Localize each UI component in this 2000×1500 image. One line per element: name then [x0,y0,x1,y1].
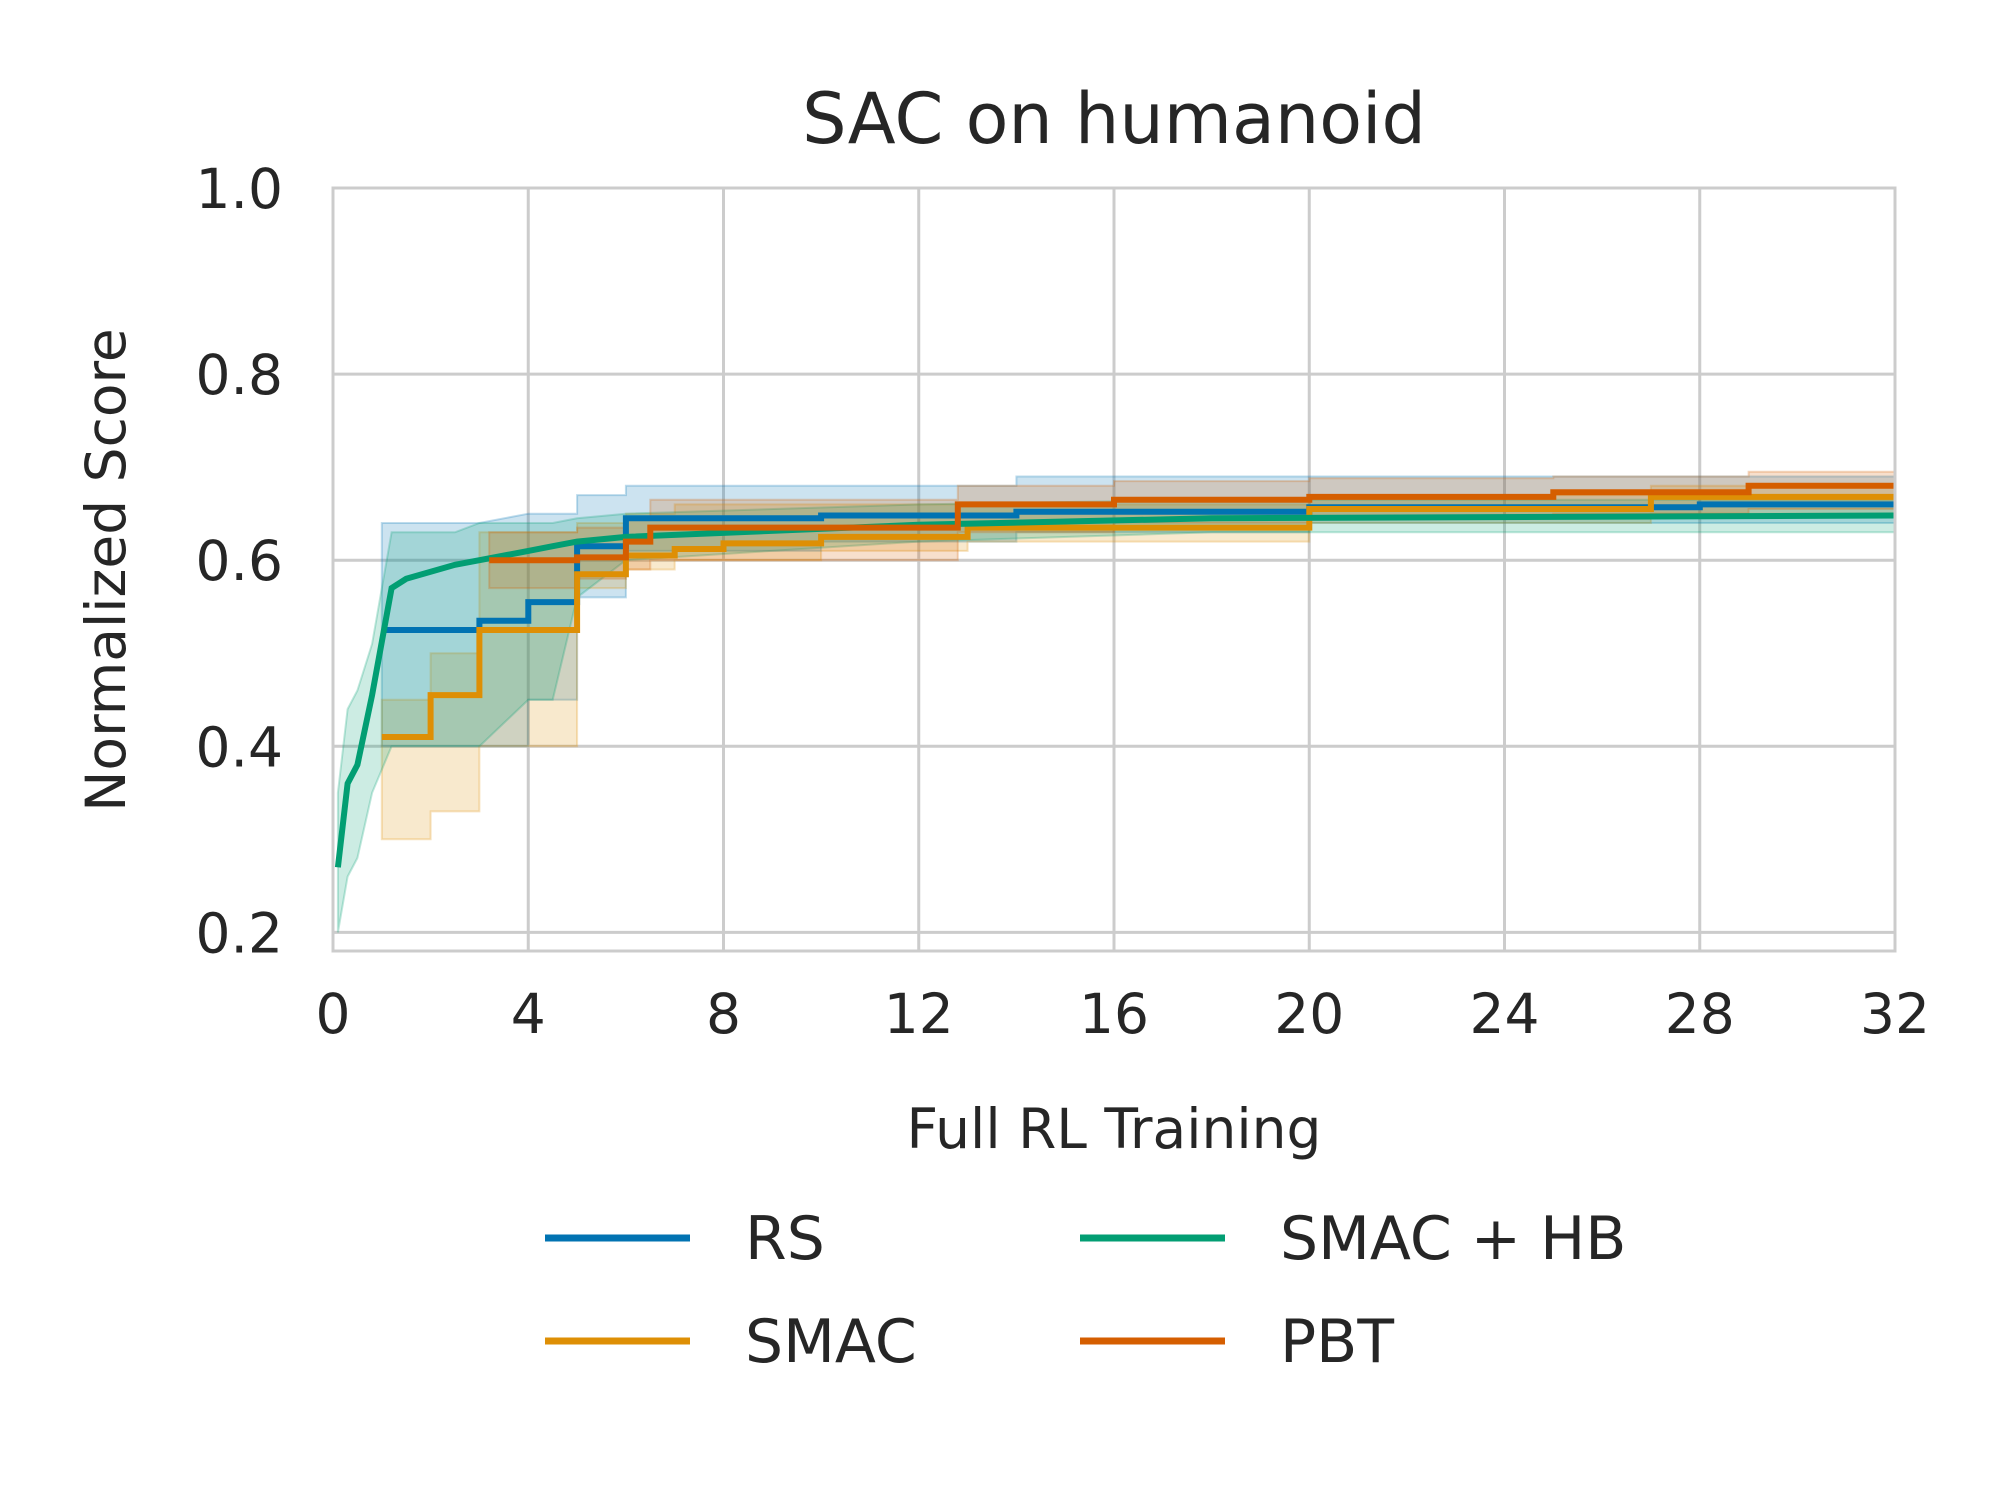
x-tick-label: 24 [1470,982,1540,1046]
x-axis-label: Full RL Training [907,1097,1322,1161]
legend: RS SMAC + HB SMAC PBT [545,1204,1626,1377]
y-tick-label: 0.4 [196,715,283,779]
x-tick-label: 12 [884,982,954,1046]
x-tick-label: 32 [1860,982,1930,1046]
x-tick-label: 8 [706,982,741,1046]
y-axis-label: Normalized Score [74,328,138,811]
series-lines [334,482,1896,868]
legend-label-rs: RS [745,1204,825,1274]
x-tick-label: 28 [1665,982,1735,1046]
x-tick-label: 20 [1274,982,1344,1046]
legend-label-pbt: PBT [1280,1307,1394,1377]
y-tick-label: 0.2 [196,901,283,965]
x-tick-label: 16 [1079,982,1149,1046]
x-tick-labels: 0 4 8 12 16 20 24 28 32 [316,982,1931,1046]
x-tick-label: 4 [511,982,546,1046]
y-tick-label: 1.0 [196,157,283,221]
y-tick-label: 0.8 [196,343,283,407]
line-pbt [489,482,1895,564]
legend-label-smac-hb: SMAC + HB [1280,1204,1626,1274]
x-tick-label: 0 [316,982,351,1046]
legend-label-smac: SMAC [745,1307,917,1377]
plot-frame [331,186,1897,953]
chart-title: SAC on humanoid [802,78,1426,160]
y-tick-labels: 0.2 0.4 0.6 0.8 1.0 [196,157,283,965]
y-tick-label: 0.6 [196,529,283,593]
